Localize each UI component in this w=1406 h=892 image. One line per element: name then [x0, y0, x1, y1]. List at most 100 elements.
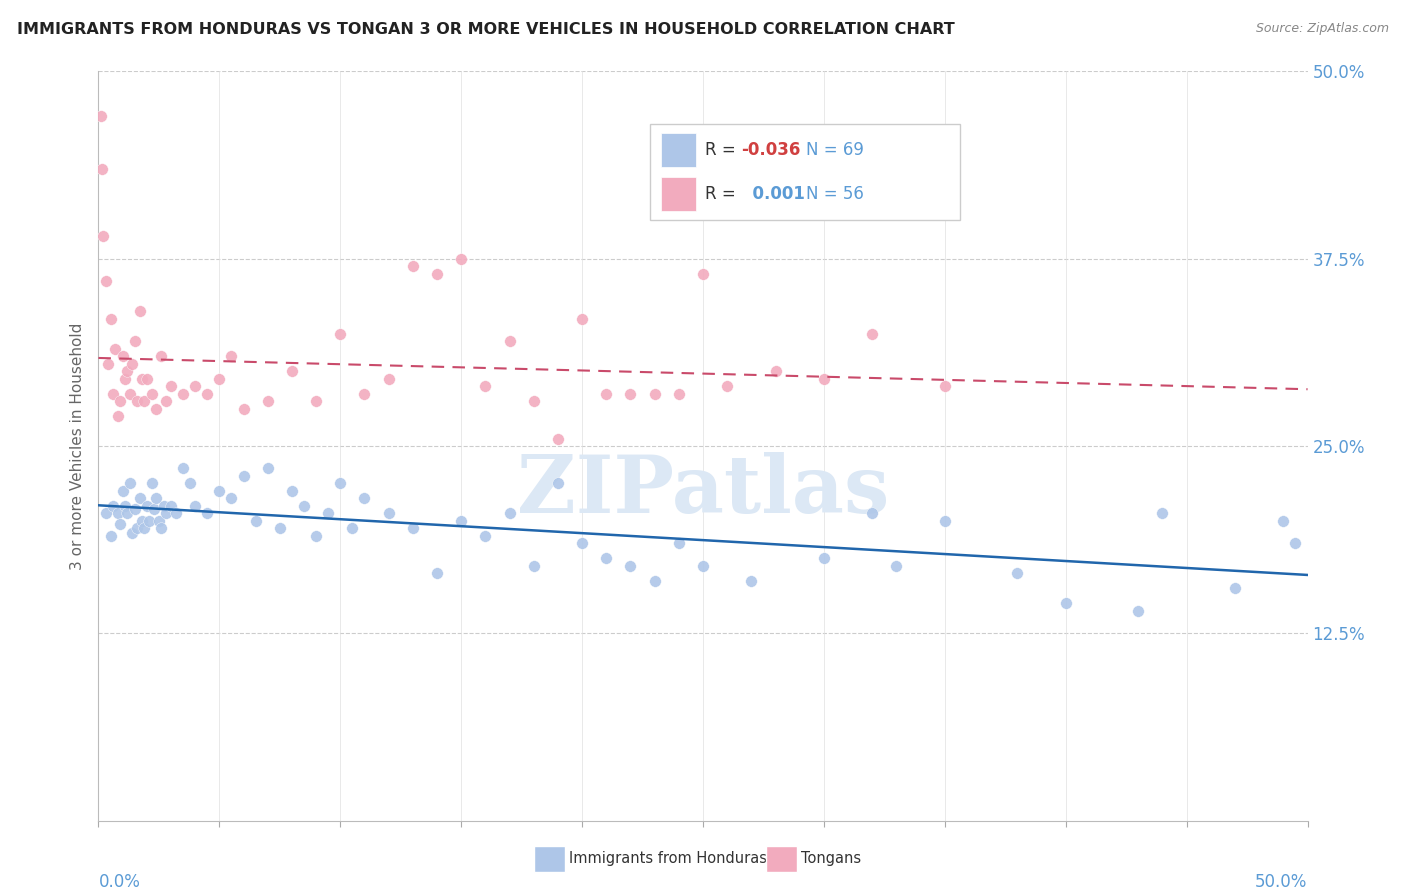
Point	[595, 551, 617, 566]
Point	[245, 514, 267, 528]
Point	[127, 521, 149, 535]
Point	[184, 379, 207, 393]
Point	[128, 491, 150, 506]
Point	[155, 507, 177, 521]
Point	[256, 461, 278, 475]
Point	[184, 499, 207, 513]
Point	[145, 491, 167, 506]
Point	[547, 432, 569, 446]
Text: Immigrants from Honduras: Immigrants from Honduras	[569, 852, 768, 866]
Point	[134, 521, 156, 535]
Point	[342, 521, 364, 535]
Point	[208, 483, 231, 498]
Point	[141, 386, 163, 401]
Text: 50.0%: 50.0%	[1256, 873, 1308, 891]
Point	[100, 311, 122, 326]
Text: Source: ZipAtlas.com: Source: ZipAtlas.com	[1256, 22, 1389, 36]
Point	[208, 371, 231, 385]
Point	[195, 507, 218, 521]
Point	[450, 252, 472, 266]
Point	[305, 394, 328, 409]
Point	[692, 267, 714, 281]
Point	[523, 394, 546, 409]
Point	[141, 476, 163, 491]
Text: 0.001: 0.001	[741, 185, 806, 202]
Point	[860, 507, 883, 521]
Point	[1128, 604, 1150, 618]
Point	[124, 502, 146, 516]
Point	[134, 394, 156, 409]
Point	[111, 483, 134, 498]
Point	[108, 394, 131, 409]
Point	[377, 371, 399, 385]
Point	[145, 401, 167, 416]
Point	[1272, 514, 1295, 528]
Point	[114, 499, 136, 513]
Point	[619, 386, 641, 401]
Bar	[766, 846, 797, 872]
Point	[107, 507, 129, 521]
Point	[1007, 566, 1029, 581]
FancyBboxPatch shape	[650, 124, 960, 220]
Point	[860, 326, 883, 341]
Point	[1223, 582, 1246, 596]
Point	[316, 507, 339, 521]
Text: -0.036: -0.036	[741, 141, 800, 159]
Point	[165, 507, 187, 521]
Point	[571, 536, 593, 550]
Point	[813, 551, 835, 566]
Y-axis label: 3 or more Vehicles in Household: 3 or more Vehicles in Household	[70, 322, 86, 570]
Point	[934, 379, 956, 393]
Point	[498, 507, 520, 521]
Point	[474, 529, 496, 543]
Point	[221, 491, 243, 506]
Point	[107, 409, 129, 423]
Point	[128, 304, 150, 318]
Point	[114, 371, 136, 385]
Text: R =: R =	[704, 185, 741, 202]
Point	[232, 469, 254, 483]
Point	[138, 514, 160, 528]
Point	[121, 525, 143, 540]
Point	[450, 514, 472, 528]
Point	[402, 259, 425, 273]
Bar	[661, 177, 696, 211]
Point	[124, 334, 146, 348]
Text: N = 69: N = 69	[806, 141, 863, 159]
Point	[692, 558, 714, 573]
Point	[353, 386, 375, 401]
Point	[117, 507, 139, 521]
Point	[172, 461, 194, 475]
Point	[91, 229, 114, 244]
Point	[118, 476, 141, 491]
Point	[765, 364, 787, 378]
Point	[97, 357, 120, 371]
Point	[498, 334, 520, 348]
Point	[117, 364, 139, 378]
Point	[740, 574, 762, 588]
Point	[377, 507, 399, 521]
Point	[101, 386, 124, 401]
Point	[269, 521, 291, 535]
Point	[329, 326, 352, 341]
Point	[160, 379, 183, 393]
Point	[813, 371, 835, 385]
Point	[644, 386, 666, 401]
Text: Tongans: Tongans	[801, 852, 862, 866]
Bar	[661, 133, 696, 167]
Point	[934, 514, 956, 528]
Point	[135, 371, 157, 385]
Text: IMMIGRANTS FROM HONDURAS VS TONGAN 3 OR MORE VEHICLES IN HOUSEHOLD CORRELATION C: IMMIGRANTS FROM HONDURAS VS TONGAN 3 OR …	[17, 22, 955, 37]
Point	[619, 558, 641, 573]
Point	[135, 499, 157, 513]
Bar	[534, 846, 565, 872]
Point	[160, 499, 183, 513]
Point	[94, 507, 117, 521]
Point	[256, 394, 278, 409]
Point	[221, 349, 243, 363]
Point	[595, 386, 617, 401]
Point	[426, 566, 449, 581]
Point	[111, 349, 134, 363]
Point	[91, 161, 114, 176]
Point	[90, 109, 112, 123]
